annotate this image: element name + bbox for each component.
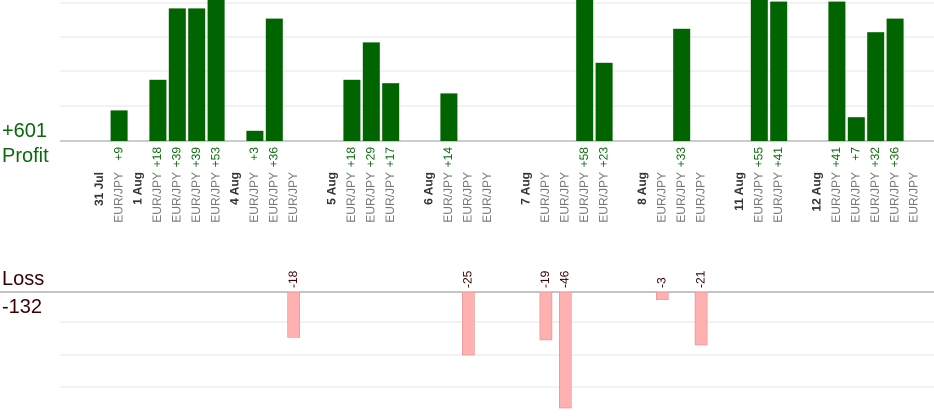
profit-value-label: +33 (674, 147, 688, 168)
pair-label: EUR/JPY (189, 172, 203, 223)
date-label: 11 Aug (732, 172, 746, 211)
profit-bar (207, 0, 225, 141)
loss-total: -132 (2, 296, 43, 318)
pair-label: EUR/JPY (674, 172, 688, 223)
loss-value-label: -46 (557, 270, 571, 288)
profit-bar (188, 8, 206, 142)
profit-bar (149, 79, 167, 141)
labels: 31 Jul 1 Aug 4 Aug 5 Aug 6 Aug 7 Aug 8 Aug 11 A… (92, 147, 921, 288)
pair-label: EUR/JPY (208, 172, 222, 223)
pair-label: EUR/JPY (111, 172, 125, 223)
profit-value-label: +14 (441, 147, 455, 168)
profit-value-label: +36 (887, 147, 901, 168)
pair-label: EUR/JPY (266, 172, 280, 223)
loss-bar (558, 291, 572, 409)
profit-bar (886, 18, 904, 142)
profit-value-label: +58 (577, 147, 591, 168)
pair-label: EUR/JPY (150, 172, 164, 223)
pair-label: EUR/JPY (771, 172, 785, 223)
profit-value-label: +53 (208, 147, 222, 168)
loss-value-label: -18 (286, 270, 300, 288)
profit-bar (265, 18, 283, 142)
profit-value-label: +18 (150, 147, 164, 168)
profit-bar (770, 1, 788, 141)
profit-bar (867, 32, 885, 142)
date-label: 7 Aug (519, 172, 533, 205)
profit-bar (595, 62, 613, 141)
profit-value-label: +18 (344, 147, 358, 168)
profit-value-label: +39 (169, 147, 183, 168)
pair-label: EUR/JPY (829, 172, 843, 223)
pair-label: EUR/JPY (751, 172, 765, 223)
loss-value-label: -3 (654, 277, 668, 288)
profit-value-label: +41 (829, 147, 843, 168)
pair-label: EUR/JPY (247, 172, 261, 223)
date-label: 6 Aug (422, 172, 436, 205)
pair-label: EUR/JPY (286, 172, 300, 223)
profit-value-label: +36 (266, 147, 280, 168)
profit-value-label: +17 (383, 147, 397, 168)
pair-label: EUR/JPY (480, 172, 494, 223)
pair-label: EUR/JPY (654, 172, 668, 223)
date-label: 8 Aug (635, 172, 649, 205)
pair-label: EUR/JPY (538, 172, 552, 223)
profit-value-label: +29 (363, 147, 377, 168)
date-label: 1 Aug (131, 172, 145, 205)
pair-label: EUR/JPY (557, 172, 571, 223)
pair-label: EUR/JPY (693, 172, 707, 223)
pair-label: EUR/JPY (596, 172, 610, 223)
pair-label: EUR/JPY (363, 172, 377, 223)
profit-label: Profit (2, 145, 49, 167)
profit-value-label: +9 (111, 147, 125, 161)
profit-bar (847, 117, 865, 141)
loss-value-label: -19 (538, 270, 552, 288)
profit-bar (362, 42, 380, 141)
profit-value-label: +55 (751, 147, 765, 168)
profit-value-label: +32 (868, 147, 882, 168)
pair-label: EUR/JPY (460, 172, 474, 223)
profit-value-label: +23 (596, 147, 610, 168)
pair-label: EUR/JPY (848, 172, 862, 223)
loss-value-label: -21 (693, 270, 707, 288)
date-label: 12 Aug (810, 172, 824, 212)
profit-bar (576, 0, 594, 141)
pair-label: EUR/JPY (577, 172, 591, 223)
profit-bar (828, 1, 846, 141)
profit-bar (750, 0, 768, 141)
profit-value-label: +7 (848, 147, 862, 161)
profit-bar (673, 28, 691, 141)
date-label: 5 Aug (325, 172, 339, 205)
loss-bar (694, 291, 708, 346)
loss-value-label: -25 (460, 270, 474, 288)
pair-label: EUR/JPY (868, 172, 882, 223)
profit-bar (110, 110, 128, 141)
pair-label: EUR/JPY (907, 172, 921, 223)
date-label: 4 Aug (228, 172, 242, 205)
profit-value-label: +39 (189, 147, 203, 168)
pair-label: EUR/JPY (887, 172, 901, 223)
pair-label: EUR/JPY (383, 172, 397, 223)
profit-bar (168, 8, 186, 142)
profit-total: +601 (2, 120, 48, 142)
profit-bar (382, 83, 400, 141)
loss-bar (539, 291, 553, 341)
profit-bar (343, 79, 361, 141)
loss-label: Loss (2, 268, 45, 290)
loss-bar (461, 291, 475, 356)
bars (110, 0, 904, 409)
profit-bar (440, 93, 458, 141)
profit-bar (246, 130, 264, 141)
pair-label: EUR/JPY (344, 172, 358, 223)
profit-value-label: +3 (247, 147, 261, 161)
profit-value-label: +41 (771, 147, 785, 168)
loss-bar (287, 291, 301, 338)
pair-label: EUR/JPY (441, 172, 455, 223)
pair-label: EUR/JPY (169, 172, 183, 223)
loss-bar (655, 291, 669, 300)
date-label: 31 Jul (92, 172, 106, 206)
